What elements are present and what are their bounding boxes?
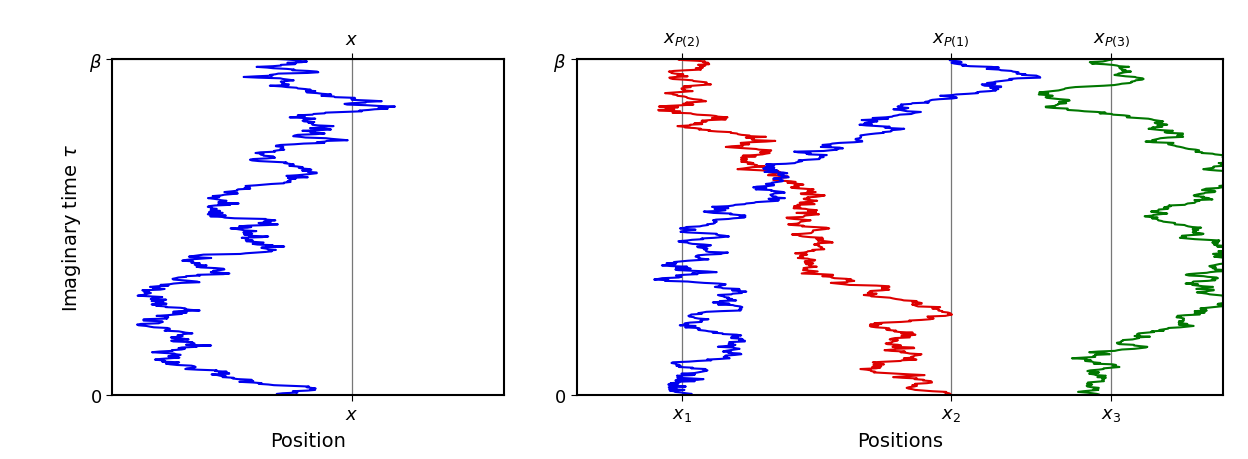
X-axis label: Position: Position	[271, 431, 346, 450]
X-axis label: Positions: Positions	[857, 431, 943, 450]
Y-axis label: Imaginary time $\tau$: Imaginary time $\tau$	[60, 144, 84, 311]
